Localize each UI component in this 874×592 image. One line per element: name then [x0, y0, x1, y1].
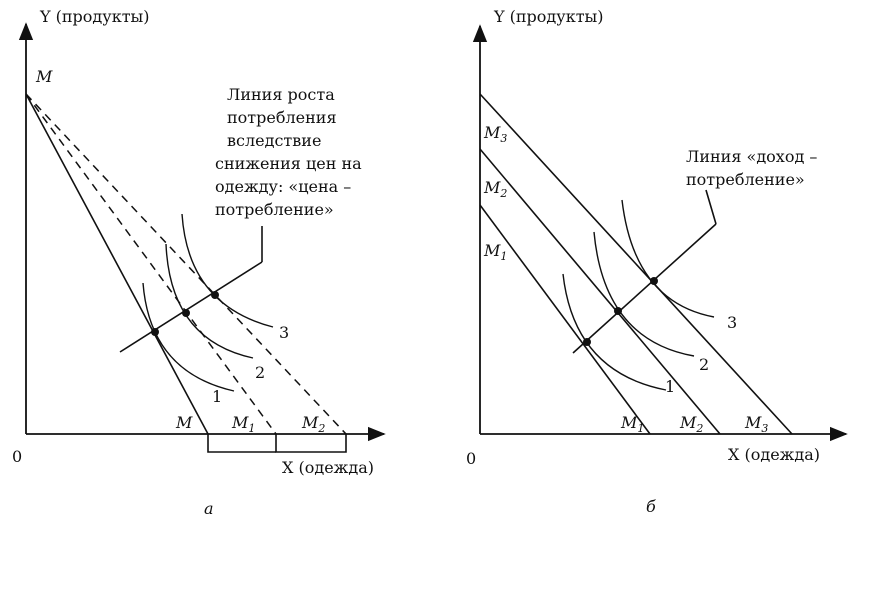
- panel-a-caption: а: [204, 499, 214, 518]
- panel-b-curve-label-2: 2: [699, 355, 709, 374]
- panel-a-indifference-curve-1: [142, 282, 235, 392]
- panel-a-price-consumption-line: [119, 261, 263, 353]
- panel-a-intercept-m2: M2: [301, 413, 325, 435]
- panel-a-tangency-point-1: [151, 328, 159, 336]
- panel-a-top-label: M: [35, 67, 53, 86]
- panel-a: Y (продукты) X (одежда) 0 M 1 2 3 M M1 M…: [12, 7, 386, 518]
- panel-a-curve-label-3: 3: [279, 323, 289, 342]
- panel-b-budget-line-m1: [479, 204, 651, 435]
- panel-a-indifference-curve-3: [181, 213, 274, 328]
- panel-b-budget-line-m3: [479, 93, 793, 435]
- panel-a-indifference-curve-2: [165, 243, 254, 359]
- panel-b-tangency-point-1: [583, 338, 591, 346]
- panel-b-curve-label-1: 1: [665, 377, 675, 396]
- panel-a-bracket-m-m1: [207, 434, 276, 453]
- panel-a-origin-label: 0: [12, 447, 22, 466]
- panel-b-annotation: Линия «доход – потребление»: [686, 147, 822, 189]
- panel-a-curve-label-2: 2: [255, 363, 265, 382]
- panel-b-income-consumption-line: [572, 223, 717, 354]
- panel-b-indifference-curve-1: [562, 273, 667, 391]
- panel-b-curve-label-3: 3: [727, 313, 737, 332]
- panel-a-x-axis-label: X (одежда): [282, 458, 374, 477]
- panel-b-origin-label: 0: [466, 449, 476, 468]
- panel-b-y-axis-label: Y (продукты): [493, 7, 604, 26]
- panel-a-intercept-m1: M1: [231, 413, 255, 435]
- panel-b-budget-line-m2: [479, 148, 721, 435]
- panel-a-curve-label-1: 1: [212, 387, 222, 406]
- panel-b-x-intercept-m3: M3: [744, 413, 768, 435]
- panel-b-y-intercept-m2: M2: [483, 178, 507, 200]
- panel-a-budget-line-m2: [25, 93, 347, 435]
- panel-b-x-intercept-m1: M1: [620, 413, 644, 435]
- panel-a-bracket-m1-m2: [275, 434, 347, 453]
- panel-b-x-axis-label: X (одежда): [728, 445, 820, 464]
- panel-b-indifference-curve-2: [593, 231, 695, 357]
- panel-b: Y (продукты) X (одежда) 0 1 2 3 M3 M2 M1…: [466, 7, 848, 516]
- panel-b-tangency-point-2: [614, 307, 622, 315]
- panel-b-annotation-pointer: [705, 189, 717, 225]
- panel-a-y-axis-label: Y (продукты): [39, 7, 150, 26]
- panel-a-tangency-point-2: [182, 309, 190, 317]
- panel-a-budget-line-m: [25, 93, 209, 435]
- panel-a-intercept-m: M: [175, 413, 193, 432]
- panel-a-budget-line-m1: [25, 93, 277, 435]
- panel-b-tangency-point-3: [650, 277, 658, 285]
- panel-b-y-intercept-m3: M3: [483, 123, 507, 145]
- panel-b-y-intercept-m1: M1: [483, 241, 507, 263]
- panel-b-x-intercept-m2: M2: [679, 413, 703, 435]
- panel-a-annotation: Линия роста потребления вследствие сниже…: [215, 85, 367, 219]
- panel-b-caption: б: [646, 497, 656, 516]
- panel-a-tangency-point-3: [211, 291, 219, 299]
